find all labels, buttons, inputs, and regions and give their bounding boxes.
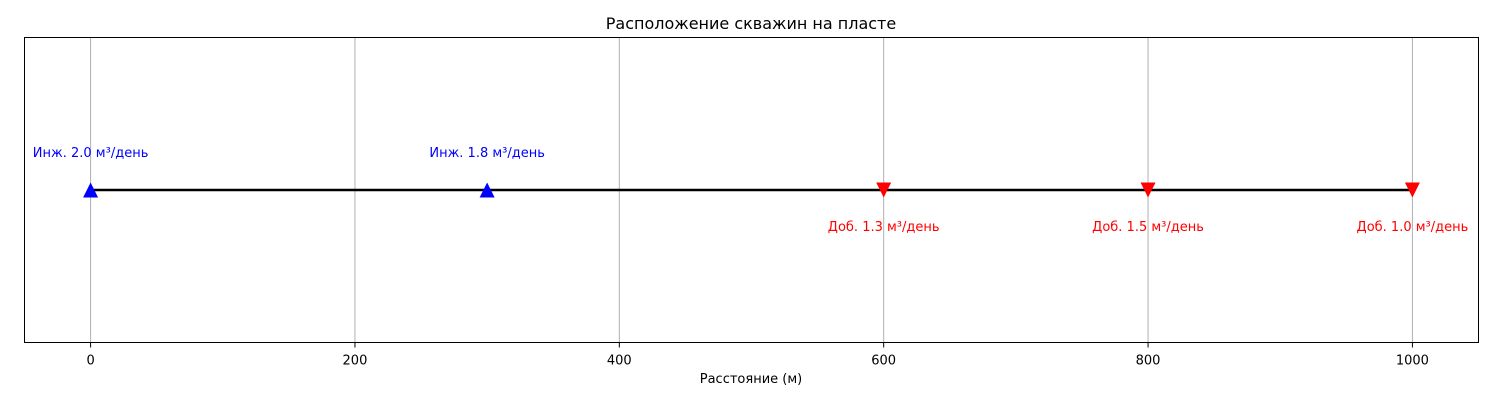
producer-well-label: Доб. 1.0 м³/день <box>1357 220 1469 235</box>
x-tick-label: 1000 <box>1396 354 1429 369</box>
injector-well-marker <box>479 182 495 198</box>
x-axis-ticks: 0 200 400 600 800 1000 <box>86 342 1429 369</box>
well-markers <box>83 182 1420 198</box>
x-tick-label: 200 <box>343 354 368 369</box>
x-tick-label: 0 <box>86 354 94 369</box>
injector-well-label: Инж. 2.0 м³/день <box>33 146 149 161</box>
x-tick-label: 600 <box>871 354 896 369</box>
producer-well-label: Доб. 1.5 м³/день <box>1092 220 1204 235</box>
plot-frame <box>24 37 1479 343</box>
x-tick-label: 800 <box>1136 354 1161 369</box>
producer-well-label: Доб. 1.3 м³/день <box>828 220 940 235</box>
producer-well-marker <box>876 182 892 198</box>
injector-well-label: Инж. 1.8 м³/день <box>429 146 545 161</box>
chart-title: Расположение скважин на пласте <box>606 14 896 33</box>
producer-well-marker <box>1140 182 1156 198</box>
injector-well-marker <box>83 182 99 198</box>
x-tick-label: 400 <box>607 354 632 369</box>
producer-well-marker <box>1404 182 1420 198</box>
x-axis-label: Расстояние (м) <box>700 372 802 387</box>
well-labels: Инж. 2.0 м³/день Инж. 1.8 м³/день Доб. 1.3… <box>33 146 1468 235</box>
